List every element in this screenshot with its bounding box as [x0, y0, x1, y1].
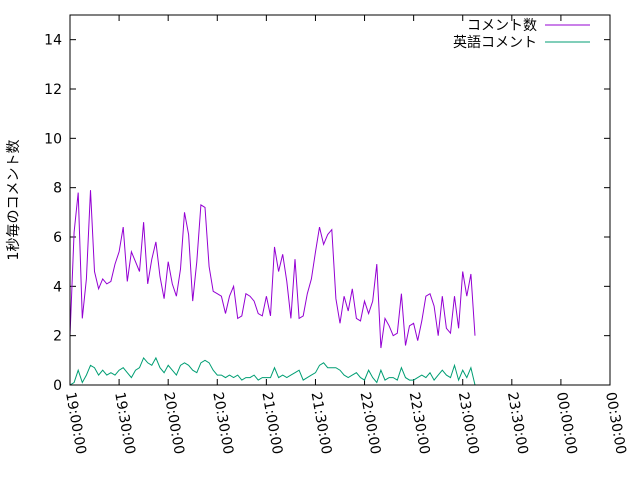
x-tick-label: 22:00:00 — [357, 391, 384, 456]
series-line-0 — [69, 190, 476, 349]
legend-label-1: 英語コメント — [453, 34, 537, 51]
x-tick-label: 23:00:00 — [455, 391, 482, 456]
x-tick-label: 20:00:00 — [160, 391, 187, 456]
legend-label-0: コメント数 — [467, 18, 537, 34]
series-lines — [69, 190, 476, 386]
x-tick-label: 21:00:00 — [258, 391, 285, 456]
x-tick-label: 22:30:00 — [406, 391, 433, 456]
y-tick-label: 6 — [53, 230, 62, 246]
y-tick-label: 4 — [53, 279, 62, 295]
x-tick-label: 00:30:00 — [602, 391, 629, 456]
x-tick-label: 23:30:00 — [504, 391, 531, 456]
y-tick-label: 0 — [53, 378, 62, 394]
y-tick-label: 10 — [44, 131, 62, 147]
x-tick-label: 21:30:00 — [308, 391, 335, 456]
x-tick-label: 20:30:00 — [209, 391, 236, 456]
axis-ticks: 0 2 4 6 8 10 12 14 19:00:00 19:30:00 20:00:00 20:30… — [44, 15, 629, 456]
series-line-1 — [69, 356, 476, 386]
x-tick-label: 19:30:00 — [111, 391, 138, 456]
x-tick-label: 00:00:00 — [553, 391, 580, 456]
plot-frame — [69, 14, 611, 386]
y-tick-label: 8 — [53, 181, 62, 197]
y-tick-label: 12 — [44, 82, 62, 98]
y-tick-label: 14 — [44, 33, 62, 49]
y-axis-label: 1秒毎のコメント数 — [6, 140, 22, 261]
y-tick-label: 2 — [53, 329, 62, 345]
x-tick-label: 19:00:00 — [62, 391, 89, 456]
